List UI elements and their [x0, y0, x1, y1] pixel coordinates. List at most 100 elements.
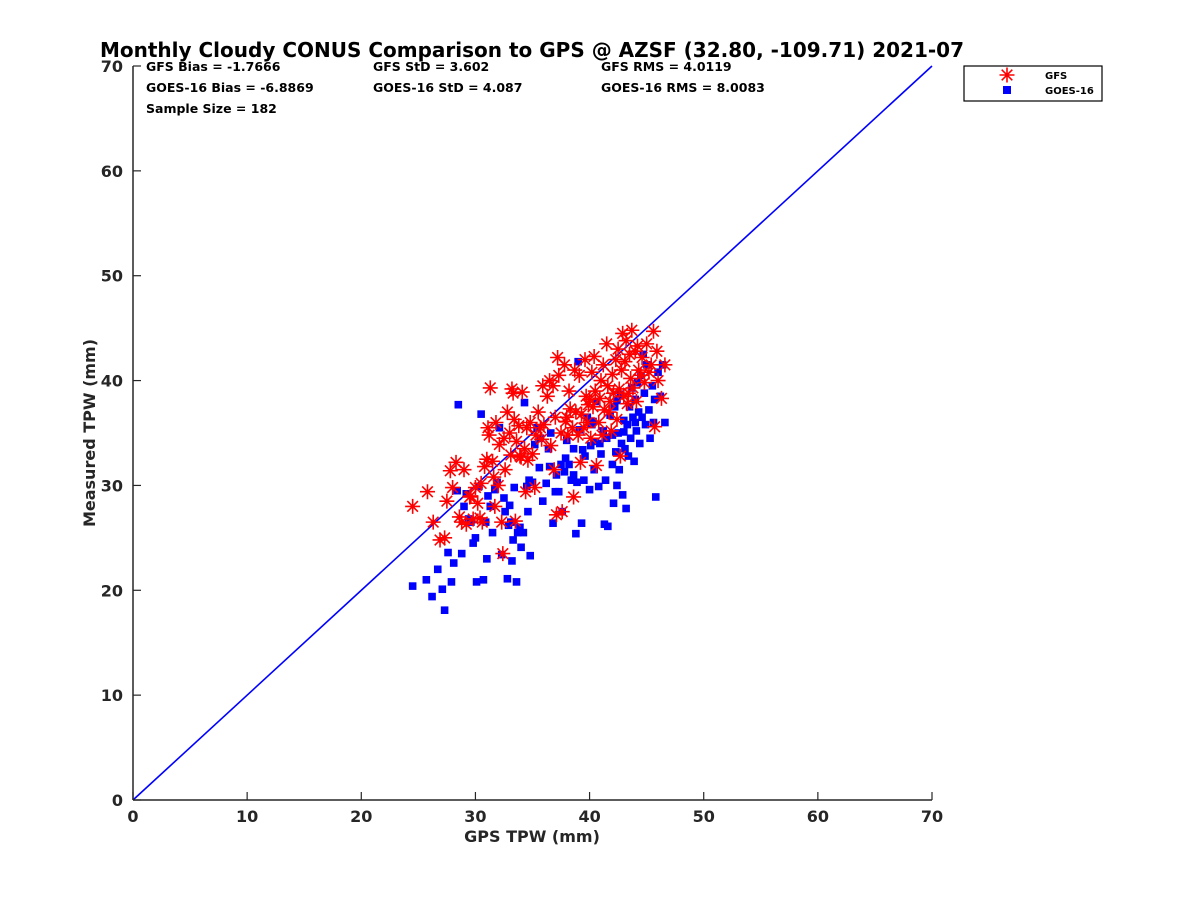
goes16-point: [646, 434, 654, 443]
goes16-point: [524, 507, 532, 516]
goes16-point: [554, 487, 563, 496]
goes16-point: [597, 450, 605, 458]
goes16-point: [433, 565, 442, 574]
gfs-point: [494, 514, 510, 530]
gfs-point: [539, 388, 555, 404]
gfs-point: [560, 427, 576, 443]
gfs-point: [616, 388, 632, 404]
gfs-point: [611, 381, 627, 397]
gfs-point: [550, 350, 566, 365]
gfs-point: [614, 362, 630, 378]
goes16-point: [614, 429, 622, 437]
stat-sample-size: Sample Size = 182: [146, 101, 277, 116]
gfs-point: [547, 409, 563, 425]
gfs-point: [618, 333, 634, 349]
gfs-point: [627, 343, 643, 359]
one-to-one-line: [132, 65, 933, 801]
goes16-point: [608, 460, 617, 469]
goes16-point: [549, 519, 557, 527]
goes16-point: [444, 548, 452, 557]
goes16-point: [599, 427, 608, 435]
goes16-point: [606, 411, 614, 419]
gfs-point: [527, 480, 543, 496]
gfs-point: [519, 420, 535, 436]
gfs-point: [497, 462, 513, 478]
gfs-point: [587, 383, 603, 399]
goes16-point: [578, 445, 587, 454]
gfs-point: [439, 493, 455, 509]
gfs-point: [570, 427, 586, 443]
gfs-point: [628, 394, 644, 410]
gfs-point: [603, 423, 619, 439]
gfs-point: [649, 343, 665, 359]
gfs-point: [442, 463, 458, 479]
gfs-point: [568, 404, 584, 420]
axis-ticks: 0 10 20 30 40 50 60 70 0 10 20 30 40 50 60 70: [101, 57, 943, 826]
gfs-point: [566, 489, 582, 505]
gfs-point: [474, 514, 490, 530]
goes16-point: [661, 418, 669, 427]
goes16-point: [519, 528, 528, 537]
goes16-point: [620, 416, 628, 425]
goes16-point: [591, 437, 600, 446]
goes16-point: [530, 440, 539, 449]
gfs-point: [467, 480, 483, 496]
goes16-point: [572, 529, 580, 538]
y-tick-label: 30: [101, 476, 123, 495]
goes16-point: [623, 420, 632, 429]
x-tick-label: 70: [921, 807, 943, 826]
x-axis-label: GPS TPW (mm): [464, 827, 600, 846]
gfs-point: [574, 406, 590, 422]
goes16-point: [408, 582, 417, 590]
legend-gfs-label: GFS: [1045, 71, 1067, 82]
gfs-point: [647, 419, 663, 435]
goes16-point: [575, 426, 584, 434]
gfs-point: [507, 513, 523, 529]
goes16-point: [546, 429, 555, 437]
gfs-point: [606, 385, 622, 401]
y-tick-label: 40: [101, 372, 123, 391]
gfs-point: [620, 385, 636, 401]
gfs-point: [582, 391, 598, 407]
plot-area: 0 10 20 30 40 50 60 70 0 10 20 30 40 50 60 70: [101, 57, 943, 826]
goes16-point: [649, 418, 658, 427]
goes16-point: [631, 418, 640, 427]
gfs-point: [477, 459, 493, 475]
gfs-point: [592, 390, 608, 406]
goes16-point: [507, 518, 515, 526]
gfs-point: [499, 404, 515, 420]
goes16-point: [438, 585, 447, 594]
goes16-point: [596, 439, 604, 448]
gfs-point: [509, 433, 525, 449]
y-tick-label: 10: [101, 686, 123, 705]
gfs-point: [542, 373, 558, 389]
goes16-point: [493, 478, 501, 487]
gfs-point: [576, 420, 592, 436]
goes16-point: [552, 471, 561, 479]
gfs-point: [437, 530, 453, 546]
goes16-point: [557, 460, 565, 469]
goes16-point: [512, 578, 521, 586]
goes16-point: [602, 434, 611, 443]
gfs-point: [615, 325, 631, 341]
gfs-point: [517, 441, 533, 457]
goes16-point: [640, 389, 649, 397]
goes16-point: [638, 413, 646, 422]
goes16-point: [624, 452, 633, 460]
gfs-point: [591, 415, 607, 431]
gfs-point: [432, 532, 448, 548]
gfs-point: [641, 364, 657, 380]
gfs-point: [405, 498, 421, 514]
y-tick-label: 0: [112, 791, 123, 810]
goes16-point: [604, 522, 612, 531]
gfs-point: [487, 498, 503, 514]
gfs-point: [451, 509, 467, 525]
gfs-point: [546, 462, 562, 478]
gfs-point: [596, 402, 612, 418]
goes16-point: [613, 396, 621, 405]
gfs-point: [624, 322, 640, 338]
gfs-point: [445, 480, 461, 496]
goes16-point: [447, 578, 456, 586]
gfs-point: [623, 370, 639, 386]
goes16-point: [477, 410, 485, 418]
